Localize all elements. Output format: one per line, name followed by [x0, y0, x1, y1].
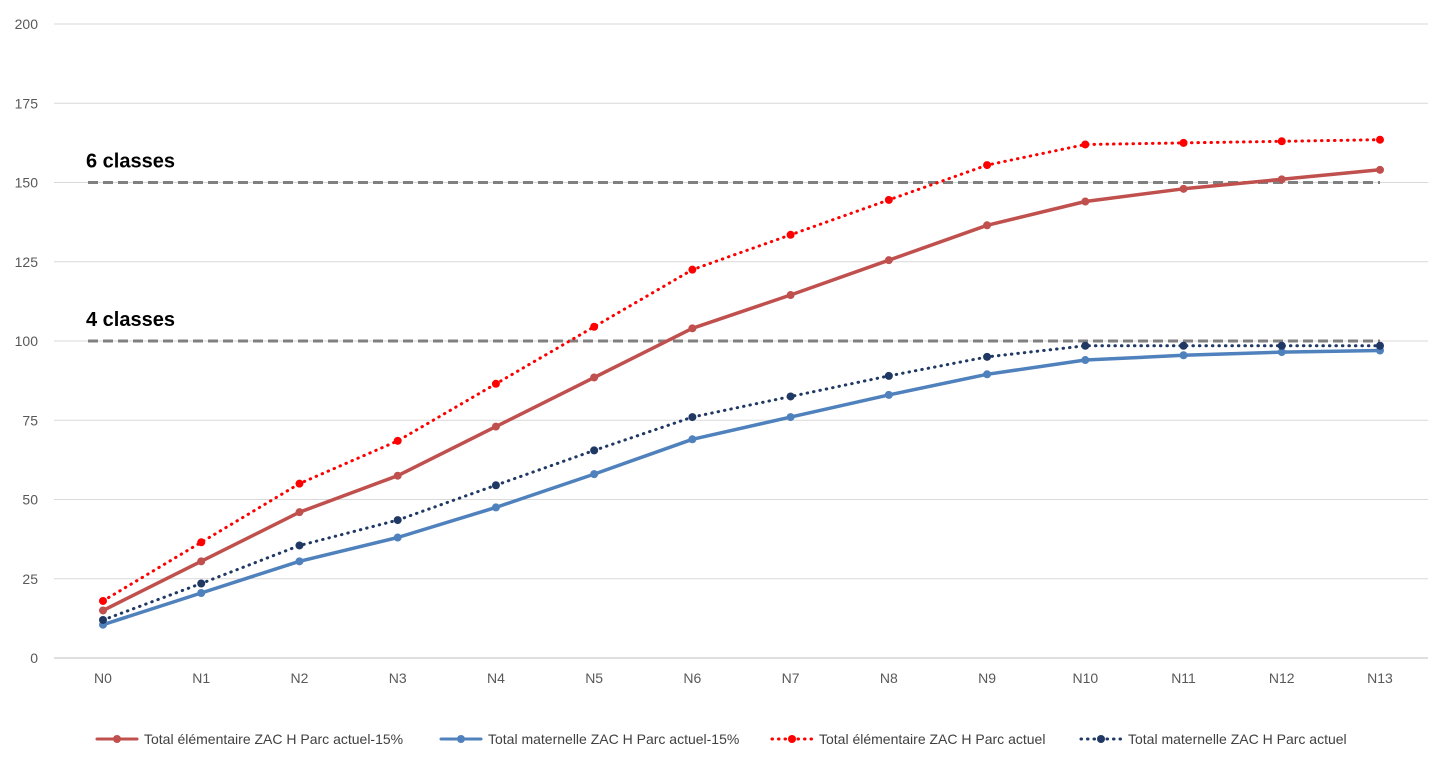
data-point — [393, 471, 402, 480]
data-point — [983, 352, 992, 361]
data-point — [786, 392, 795, 401]
data-point — [491, 503, 500, 512]
data-point — [295, 508, 304, 517]
data-point — [688, 324, 697, 333]
y-tick-label: 25 — [22, 571, 38, 587]
data-point — [197, 579, 206, 588]
data-point — [884, 195, 893, 204]
chart-series — [99, 135, 1384, 629]
legend-marker — [113, 735, 121, 743]
data-point — [393, 436, 402, 445]
data-point — [983, 221, 992, 230]
data-point — [1179, 138, 1188, 147]
series-line — [101, 348, 1382, 627]
x-tick-label: N2 — [291, 670, 309, 686]
data-point — [1081, 341, 1090, 350]
data-point — [1277, 137, 1286, 146]
data-point — [590, 446, 599, 455]
y-tick-label: 100 — [15, 333, 39, 349]
legend-label: Total maternelle ZAC H Parc actuel-15% — [488, 731, 739, 747]
reference-line-label: 6 classes — [86, 151, 175, 173]
legend-label: Total élémentaire ZAC H Parc actuel-15% — [144, 731, 403, 747]
data-point — [197, 557, 206, 566]
data-point — [1179, 341, 1188, 350]
data-point — [197, 589, 206, 598]
legend-label: Total élémentaire ZAC H Parc actuel — [819, 731, 1045, 747]
legend-marker — [788, 735, 796, 743]
data-point — [688, 435, 697, 444]
data-point — [1375, 135, 1384, 144]
x-tick-label: N0 — [94, 670, 112, 686]
data-point — [491, 379, 500, 388]
reference-lines: 6 classes 4 classes — [86, 151, 1380, 343]
x-tick-label: N8 — [880, 670, 898, 686]
x-tick-label: N1 — [192, 670, 210, 686]
x-tick-label: N10 — [1072, 670, 1098, 686]
data-point — [1277, 341, 1286, 350]
data-point — [1081, 140, 1090, 149]
data-point — [688, 265, 697, 274]
data-point — [1081, 197, 1090, 206]
x-tick-label: N7 — [782, 670, 800, 686]
data-point — [295, 479, 304, 488]
y-tick-label: 50 — [22, 492, 38, 508]
y-tick-label: 0 — [30, 650, 38, 666]
y-tick-label: 125 — [15, 254, 39, 270]
x-tick-label: N11 — [1171, 670, 1196, 686]
x-tick-label: N3 — [389, 670, 407, 686]
data-point — [786, 230, 795, 239]
y-tick-label: 200 — [15, 16, 39, 32]
x-tick-label: N6 — [683, 670, 701, 686]
chart-legend: Total élémentaire ZAC H Parc actuel-15% T… — [95, 731, 1347, 747]
data-point — [1179, 351, 1188, 360]
data-point — [1277, 175, 1286, 184]
x-axis: N0 N1 N2 N3 N4 N5 N6 N7 N8 N9 N10 N11 N12 N13 — [94, 670, 1393, 686]
y-tick-label: 175 — [15, 95, 39, 111]
data-point — [197, 538, 206, 547]
data-point — [786, 291, 795, 300]
data-point — [295, 541, 304, 550]
data-point — [688, 413, 697, 422]
data-point — [1277, 348, 1286, 357]
data-point — [590, 470, 599, 479]
legend-marker — [457, 735, 465, 743]
x-tick-label: N9 — [978, 670, 996, 686]
data-point — [884, 256, 893, 265]
data-point — [99, 606, 107, 615]
data-point — [295, 557, 304, 566]
legend-marker — [1097, 735, 1105, 743]
x-tick-label: N13 — [1367, 670, 1393, 686]
data-point — [99, 596, 107, 605]
series-line — [101, 168, 1382, 613]
data-point — [1081, 356, 1090, 365]
data-point — [590, 322, 599, 331]
data-point — [491, 481, 500, 490]
y-tick-label: 150 — [15, 175, 39, 191]
data-point — [393, 516, 402, 525]
data-point — [983, 161, 992, 170]
x-tick-label: N4 — [487, 670, 505, 686]
data-point — [99, 615, 107, 624]
y-tick-label: 75 — [22, 412, 38, 428]
y-axis: 0 25 50 75 100 125 150 175 200 — [15, 16, 39, 666]
data-point — [884, 390, 893, 399]
x-tick-label: N5 — [585, 670, 603, 686]
data-point — [884, 371, 893, 380]
data-point — [1375, 165, 1384, 174]
series-line — [101, 344, 1382, 622]
x-tick-label: N12 — [1269, 670, 1295, 686]
data-point — [393, 533, 402, 542]
data-point — [590, 373, 599, 382]
data-point — [983, 370, 992, 379]
series-line — [101, 138, 1382, 603]
reference-line-label: 4 classes — [86, 309, 175, 331]
data-point — [1179, 184, 1188, 193]
data-point — [491, 422, 500, 431]
data-point — [1375, 341, 1384, 350]
data-point — [786, 413, 795, 422]
legend-label: Total maternelle ZAC H Parc actuel — [1128, 731, 1347, 747]
